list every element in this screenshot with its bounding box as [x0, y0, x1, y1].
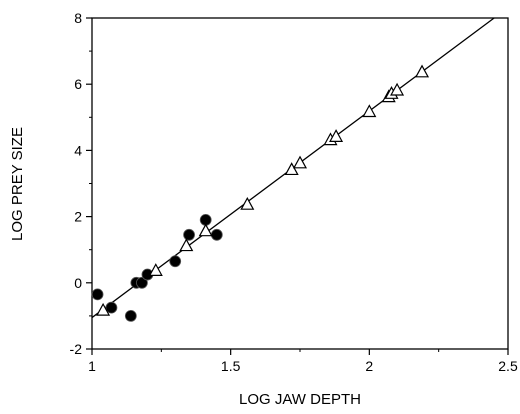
open-triangle-point: [329, 129, 344, 142]
y-tick-label: -2: [70, 341, 83, 357]
filled-circle-point: [183, 228, 195, 241]
x-tick-label: 1: [88, 358, 96, 374]
filled-circle-point: [210, 228, 223, 241]
open-triangle-point: [96, 302, 111, 316]
y-axis-title: LOG PREY SIZE: [9, 127, 26, 241]
filled-circle-point: [169, 255, 182, 268]
open-triangle-point: [284, 162, 299, 176]
x-tick-label: 1.5: [221, 358, 241, 374]
y-tick-label: 6: [74, 76, 82, 92]
x-tick-label: 2: [365, 358, 373, 374]
open-triangle-point: [198, 223, 213, 237]
open-triangle-point: [415, 64, 430, 78]
y-tick-label: 0: [74, 275, 82, 291]
axis-ticks: 1 1.5 2 2.5 -2 0 2 4 6 8: [70, 10, 518, 374]
x-axis-title: LOG JAW DEPTH: [239, 391, 361, 408]
open-triangle-point: [148, 263, 163, 276]
open-triangle-point: [390, 82, 405, 96]
filled-circle-point: [91, 288, 104, 301]
y-tick-label: 4: [74, 142, 82, 158]
open-triangle-point: [179, 238, 194, 252]
open-triangle-point: [362, 104, 377, 118]
open-triangle-point: [292, 155, 308, 169]
filled-circle-point: [136, 276, 148, 289]
y-tick-label: 2: [74, 209, 82, 225]
data-marks: [91, 17, 495, 322]
plot-frame: [91, 17, 509, 350]
filled-circle-point: [124, 309, 137, 322]
open-triangle-point: [240, 196, 255, 210]
y-tick-label: 8: [74, 10, 82, 26]
filled-circle-point: [105, 301, 118, 314]
x-tick-label: 2.5: [498, 358, 518, 374]
